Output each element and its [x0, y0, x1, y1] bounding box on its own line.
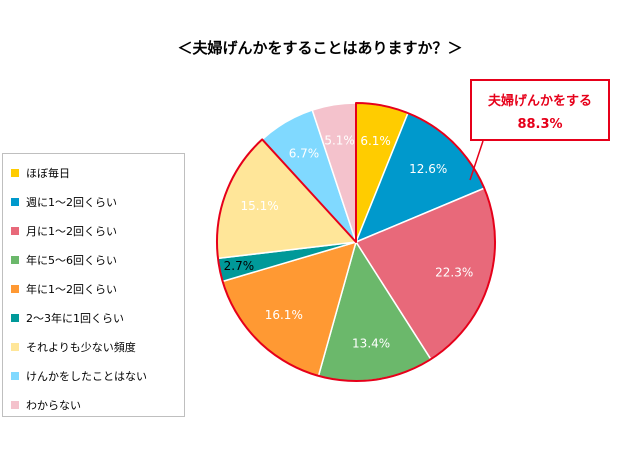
legend-label: 年に5〜6回くらい — [26, 254, 117, 267]
legend-swatch — [11, 169, 19, 177]
legend-label: 週に1〜2回くらい — [26, 196, 117, 209]
legend-label: 2〜3年に1回くらい — [26, 312, 124, 325]
legend-item: ほぼ毎日 — [11, 164, 70, 182]
data-label: 16.1% — [265, 308, 303, 322]
highlight-outline — [216, 102, 496, 382]
legend-label: 年に1〜2回くらい — [26, 283, 117, 296]
legend-swatch — [11, 401, 19, 409]
legend-item: けんかをしたことはない — [11, 367, 147, 385]
legend-label: けんかをしたことはない — [26, 370, 147, 383]
highlight-value: 88.3% — [517, 117, 563, 132]
highlight-callout: 夫婦げんかをする 88.3% — [470, 79, 610, 141]
data-label: 6.7% — [289, 146, 320, 160]
data-label: 15.1% — [241, 199, 279, 213]
legend-label: ほぼ毎日 — [26, 167, 70, 180]
legend-swatch — [11, 372, 19, 380]
legend-item: 2〜3年に1回くらい — [11, 309, 124, 327]
legend-swatch — [11, 227, 19, 235]
legend-swatch — [11, 343, 19, 351]
legend-swatch — [11, 285, 19, 293]
data-label: 22.3% — [435, 266, 473, 280]
legend-item: 年に1〜2回くらい — [11, 280, 117, 298]
data-label: 2.7% — [224, 259, 255, 273]
chart-title: ＜夫婦げんかをすることはありますか？＞ — [177, 39, 463, 57]
legend-item: 年に5〜6回くらい — [11, 251, 117, 269]
legend-swatch — [11, 256, 19, 264]
data-label: 12.6% — [409, 162, 447, 176]
legend-swatch — [11, 198, 19, 206]
legend-item: わからない — [11, 396, 81, 414]
legend-swatch — [11, 314, 19, 322]
legend-label: 月に1〜2回くらい — [26, 225, 117, 238]
data-label: 5.1% — [324, 133, 355, 147]
data-label: 13.4% — [352, 337, 390, 351]
callout-connector — [469, 140, 484, 181]
legend: ほぼ毎日週に1〜2回くらい 月に1〜2回くらい 年に5〜6回くらい 年に1〜2回くらい… — [2, 153, 185, 417]
legend-label: わからない — [26, 399, 81, 412]
data-label: 6.1% — [360, 134, 391, 148]
highlight-label: 夫婦げんかをする — [487, 94, 592, 109]
legend-label: それよりも少ない頻度 — [26, 341, 136, 354]
legend-item: 週に1〜2回くらい — [11, 193, 117, 211]
legend-item: それよりも少ない頻度 — [11, 338, 136, 356]
legend-item: 月に1〜2回くらい — [11, 222, 117, 240]
